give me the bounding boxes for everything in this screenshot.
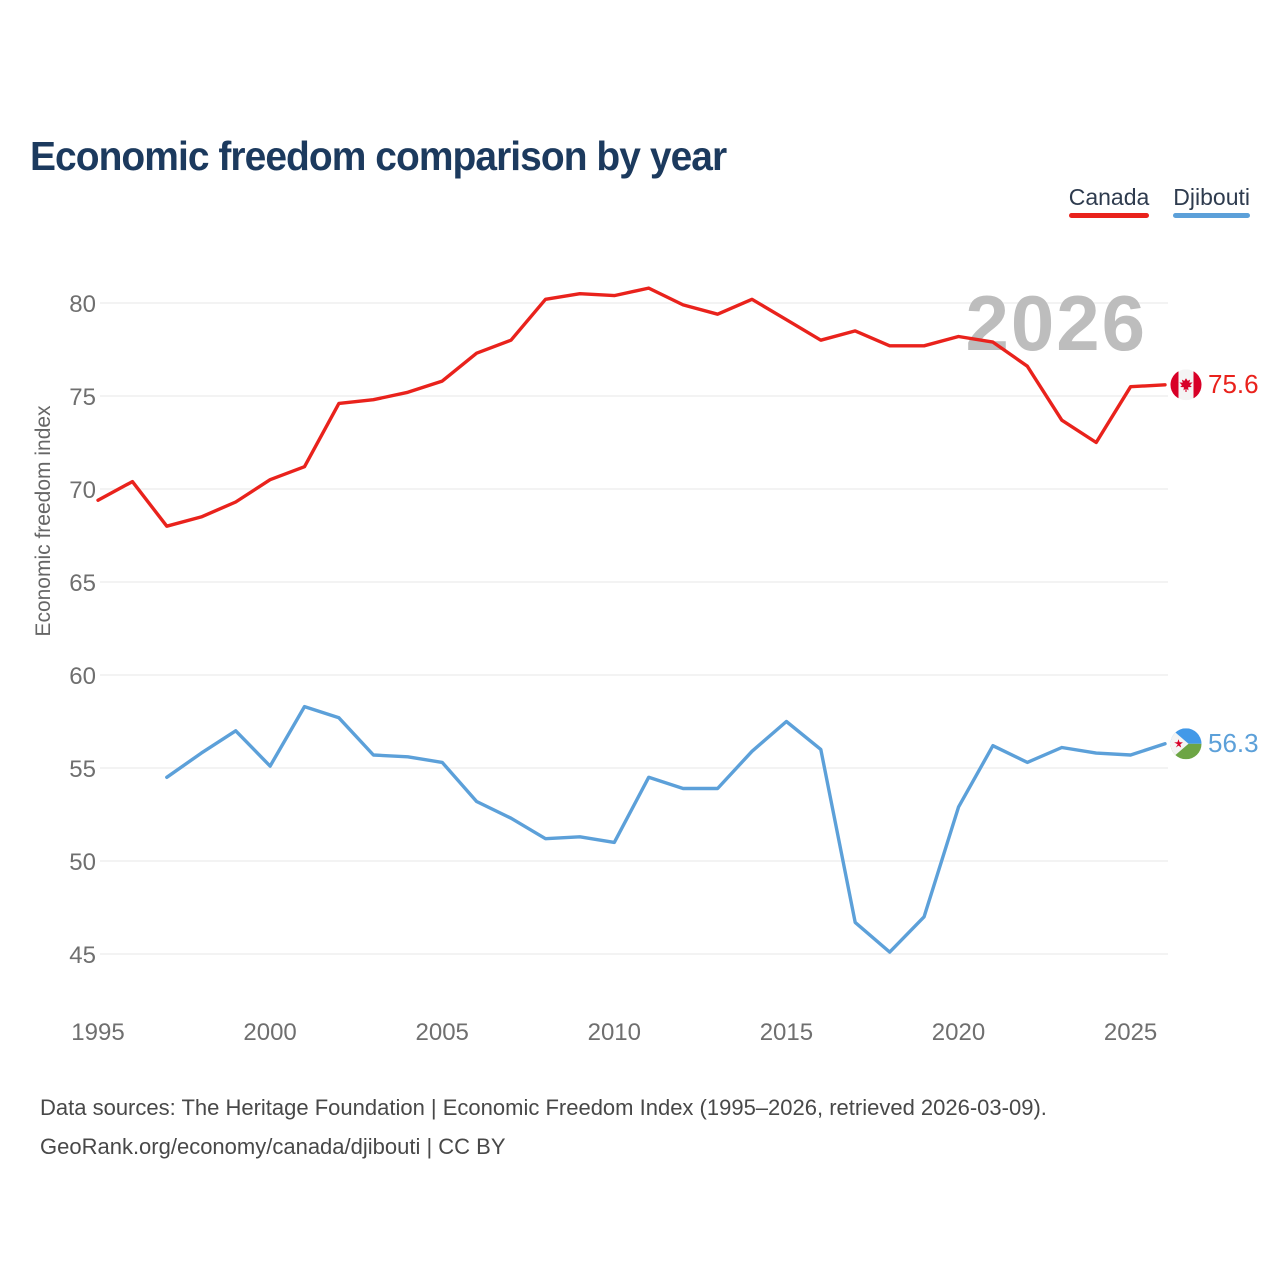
axis-tick-labels: 45 50 55 60 65 70 75 80 1995 2000 2005 2010 2015 2020… [69,291,1157,1046]
year-watermark: 2026 [965,279,1147,367]
footer-sources-line: Data sources: The Heritage Foundation | … [40,1095,1047,1120]
legend-label-djibouti: Djibouti [1173,184,1250,210]
y-tick-60: 60 [69,663,96,690]
y-tick-70: 70 [69,477,96,504]
legend-label-canada: Canada [1068,184,1150,210]
page-title: Economic freedom comparison by year [30,133,727,180]
djibouti-flag-icon [1170,728,1202,760]
x-tick-2010: 2010 [588,1019,641,1046]
djibouti-end-label: 56.3 [1208,727,1259,758]
x-tick-2020: 2020 [932,1019,985,1046]
legend-underline-canada [1068,213,1150,218]
series-line-djibouti [165,704,1167,954]
y-tick-55: 55 [69,756,96,783]
legend-item-djibouti[interactable]: Djibouti [1173,184,1250,218]
canada-end-label: 75.6 [1208,368,1259,399]
legend-item-canada[interactable]: Canada [1068,184,1150,218]
canada-flag-icon [1170,369,1202,401]
legend-underline-djibouti [1173,213,1250,218]
y-tick-80: 80 [69,291,96,318]
gridlines [100,302,1168,955]
legend: Canada Djibouti [1068,184,1250,218]
x-tick-2005: 2005 [416,1019,469,1046]
y-tick-45: 45 [69,942,96,969]
y-tick-65: 65 [69,570,96,597]
y-tick-75: 75 [69,384,96,411]
x-tick-2025: 2025 [1104,1019,1157,1046]
x-tick-1995: 1995 [71,1019,124,1046]
y-axis-title: Economic freedom index [32,405,55,637]
series-lines [96,286,1167,954]
series-line-canada [96,286,1167,528]
y-tick-50: 50 [69,849,96,876]
footer-attribution-line: GeoRank.org/economy/canada/djibouti | CC… [40,1134,506,1159]
x-tick-2000: 2000 [243,1019,296,1046]
footer: Data sources: The Heritage Foundation | … [40,1088,1047,1166]
x-tick-2015: 2015 [760,1019,813,1046]
